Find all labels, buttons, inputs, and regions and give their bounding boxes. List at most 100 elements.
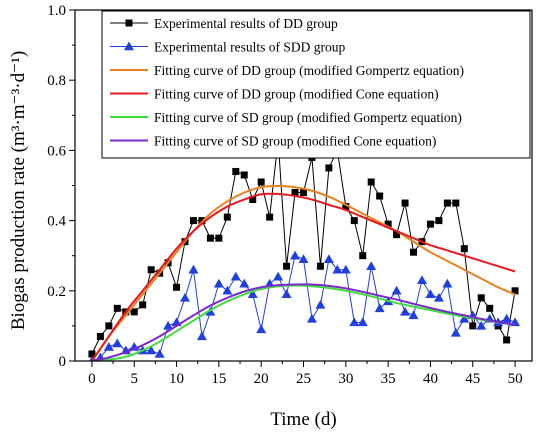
data-point-triangle — [442, 278, 453, 288]
data-point-square — [283, 262, 291, 270]
data-point-square — [232, 167, 240, 175]
series-0 — [88, 136, 519, 358]
series-2-curve — [91, 184, 516, 361]
y-axis-title: Biogas production rate (m³·m⁻³·d⁻¹) — [8, 51, 29, 330]
data-point-square — [316, 262, 324, 270]
x-tick-label: 15 — [211, 371, 226, 387]
data-point-triangle — [256, 324, 267, 334]
data-point-triangle — [188, 264, 199, 274]
x-tick-label: 20 — [254, 371, 269, 387]
data-point-square — [88, 350, 96, 358]
data-point-square — [393, 231, 401, 239]
series-5 — [91, 283, 516, 361]
legend-box — [101, 10, 531, 159]
data-point-triangle — [400, 306, 411, 316]
data-point-square — [342, 203, 350, 211]
data-point-square — [139, 301, 147, 309]
data-point-triangle — [180, 292, 191, 302]
data-point-square — [257, 178, 265, 186]
data-point-triangle — [306, 313, 317, 323]
data-point-square — [189, 217, 197, 225]
data-point-triangle — [163, 320, 174, 330]
legend-marker-square — [125, 19, 133, 27]
data-point-triangle — [281, 289, 292, 299]
data-point-triangle — [112, 338, 123, 348]
data-point-triangle — [357, 317, 368, 327]
series-3-curve — [91, 192, 516, 361]
data-point-square — [240, 171, 248, 179]
series-1 — [89, 250, 521, 361]
data-point-square — [249, 196, 257, 204]
series-4-curve — [91, 284, 516, 361]
data-point-triangle — [154, 348, 165, 358]
data-point-square — [105, 322, 113, 330]
x-axis-title: Time (d) — [270, 409, 336, 430]
x-tick-label: 30 — [338, 371, 353, 387]
data-point-triangle — [332, 264, 343, 274]
x-tick-label: 35 — [381, 371, 396, 387]
data-point-triangle — [103, 341, 114, 351]
data-point-triangle — [391, 285, 402, 295]
data-point-triangle — [315, 299, 326, 309]
data-point-triangle — [247, 289, 258, 299]
data-point-triangle — [298, 254, 309, 263]
data-point-triangle — [239, 278, 250, 288]
data-point-triangle — [290, 250, 301, 260]
series-3 — [91, 192, 516, 361]
data-point-triangle — [273, 271, 284, 281]
y-tick-label: 0.2 — [47, 284, 66, 300]
data-point-triangle — [323, 254, 334, 263]
data-point-triangle — [476, 320, 487, 330]
data-point-triangle — [230, 271, 241, 281]
series-0-line — [91, 139, 516, 355]
x-tick-label: 25 — [296, 371, 311, 387]
y-tick-label: 0 — [59, 354, 67, 370]
data-point-square — [384, 220, 392, 228]
data-point-triangle — [425, 289, 436, 299]
data-point-square — [435, 217, 443, 225]
data-point-triangle — [408, 310, 419, 320]
y-tick-label: 0.8 — [47, 73, 66, 89]
data-point-square — [443, 199, 451, 207]
data-point-triangle — [349, 317, 360, 327]
y-tick-label: 0.6 — [47, 143, 66, 159]
data-point-triangle — [416, 275, 427, 285]
data-point-square — [477, 294, 485, 302]
data-point-square — [426, 220, 434, 228]
series-4 — [91, 284, 516, 361]
x-tick-label: 50 — [508, 371, 523, 387]
data-point-square — [511, 287, 519, 295]
data-point-square — [452, 199, 460, 207]
data-point-triangle — [196, 331, 207, 341]
data-point-square — [215, 234, 223, 242]
legend-label: Experimental results of SDD group — [154, 40, 345, 55]
legend: Experimental results of DD group Experime… — [101, 10, 531, 159]
data-point-square — [96, 332, 104, 340]
data-point-triangle — [433, 292, 444, 302]
data-point-square — [173, 283, 181, 291]
x-tick-label: 0 — [88, 371, 96, 387]
data-point-square — [147, 266, 155, 274]
data-point-square — [401, 199, 409, 207]
x-tick-label: 45 — [465, 371, 480, 387]
legend-label: Fitting curve of SD group (modified Cone… — [154, 134, 436, 149]
data-point-square — [367, 178, 375, 186]
data-point-square — [469, 322, 477, 330]
data-point-triangle — [213, 278, 224, 288]
data-point-square — [300, 189, 307, 197]
legend-label: Fitting curve of DD group (modified Cone… — [154, 87, 439, 102]
data-point-square — [291, 189, 299, 197]
data-point-square — [486, 304, 494, 312]
data-point-triangle — [222, 285, 233, 295]
data-point-triangle — [366, 261, 377, 270]
x-tick-label: 5 — [130, 371, 138, 387]
y-tick-label: 1.0 — [47, 3, 66, 19]
data-point-square — [266, 213, 274, 221]
legend-marker-triangle — [124, 41, 134, 51]
x-tick-label: 10 — [169, 371, 184, 387]
plot-area — [88, 136, 521, 361]
legend-label: Fitting curve of DD group (modified Gomp… — [154, 63, 464, 78]
data-point-square — [130, 308, 138, 316]
